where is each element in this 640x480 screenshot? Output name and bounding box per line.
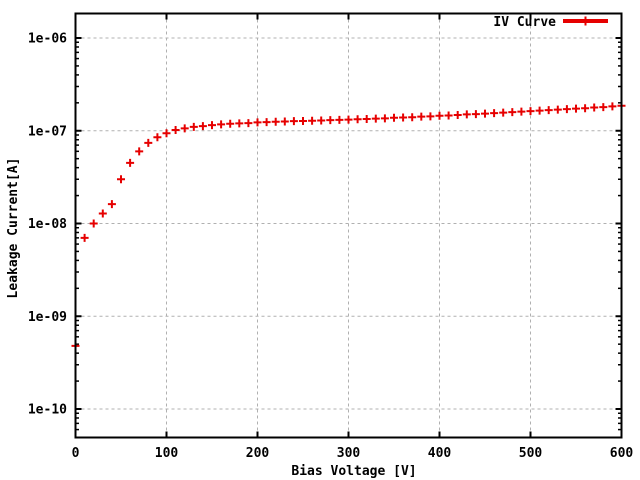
data-point-plus-marker — [289, 117, 298, 126]
legend-label: IV Curve — [493, 15, 556, 30]
x-tick-label: 100 — [155, 446, 179, 461]
x-tick-label: 600 — [610, 446, 634, 461]
data-point-plus-marker — [80, 233, 89, 242]
data-point-plus-marker — [581, 104, 590, 113]
y-tick-label: 1e-08 — [28, 217, 67, 232]
data-point-plus-marker — [180, 124, 189, 133]
plot-border — [74, 12, 623, 439]
data-points-iv-curve — [71, 101, 626, 350]
data-point-plus-marker — [335, 115, 344, 124]
data-point-plus-marker — [517, 107, 526, 116]
grid-lines — [75, 13, 622, 438]
data-point-plus-marker — [444, 111, 453, 120]
data-point-plus-marker — [426, 112, 435, 121]
data-point-plus-marker — [299, 116, 307, 125]
x-tick-label: 0 — [72, 446, 80, 461]
data-point-plus-marker — [590, 103, 599, 112]
x-tick-label: 300 — [337, 446, 361, 461]
data-point-plus-marker — [271, 117, 280, 126]
data-point-plus-marker — [317, 116, 326, 125]
data-point-plus-marker — [408, 113, 417, 122]
data-point-plus-marker — [453, 110, 462, 119]
data-point-plus-marker — [544, 106, 553, 115]
data-point-plus-marker — [326, 116, 335, 125]
data-point-plus-marker — [198, 122, 207, 131]
data-point-plus-marker — [217, 120, 226, 129]
data-point-plus-marker — [189, 122, 198, 131]
data-point-plus-marker — [98, 209, 107, 218]
y-axis-title: Leakage Current[A] — [6, 158, 21, 299]
data-point-plus-marker — [162, 129, 171, 138]
data-point-plus-marker — [344, 115, 353, 124]
y-tick-label: 1e-06 — [28, 32, 67, 47]
data-point-plus-marker — [499, 108, 508, 117]
x-tick-label: 200 — [246, 446, 270, 461]
data-point-plus-marker — [435, 111, 444, 120]
data-point-plus-marker — [135, 147, 144, 156]
data-point-plus-marker — [117, 175, 125, 184]
legend: IV Curve — [493, 15, 608, 30]
data-point-plus-marker — [399, 113, 408, 122]
data-point-plus-marker — [244, 119, 253, 128]
data-point-plus-marker — [126, 158, 135, 167]
data-point-plus-marker — [508, 108, 517, 117]
data-point-plus-marker — [144, 138, 153, 147]
data-point-plus-marker — [280, 117, 289, 126]
data-point-plus-marker — [526, 107, 535, 116]
data-point-plus-marker — [481, 109, 489, 118]
data-point-plus-marker — [608, 102, 617, 111]
data-point-plus-marker — [599, 103, 608, 112]
x-axis-title: Bias Voltage [V] — [291, 464, 416, 479]
data-point-plus-marker — [562, 105, 571, 114]
x-tick-labels: 0 100 200 300 400 500 600 — [72, 446, 634, 461]
data-point-plus-marker — [417, 112, 426, 121]
data-point-plus-marker — [107, 200, 116, 209]
data-point-plus-marker — [535, 106, 544, 115]
data-point-plus-marker — [462, 110, 471, 119]
data-point-plus-marker — [353, 115, 362, 124]
y-tick-label: 1e-09 — [28, 310, 67, 325]
data-point-plus-marker — [153, 133, 162, 142]
legend-plus-marker-icon — [581, 16, 590, 26]
data-point-plus-marker — [471, 110, 480, 119]
data-point-plus-marker — [226, 119, 235, 128]
data-point-plus-marker — [171, 125, 180, 134]
data-point-plus-marker — [572, 104, 580, 113]
data-point-plus-marker — [490, 109, 499, 118]
data-point-plus-marker — [253, 118, 262, 127]
x-tick-label: 500 — [519, 446, 543, 461]
data-point-plus-marker — [362, 114, 371, 123]
data-point-plus-marker — [553, 105, 562, 114]
data-point-plus-marker — [380, 114, 389, 123]
data-point-plus-marker — [262, 118, 271, 127]
data-point-plus-marker — [390, 113, 398, 122]
y-tick-label: 1e-10 — [28, 403, 67, 418]
y-tick-label: 1e-07 — [28, 124, 67, 139]
data-point-plus-marker — [371, 114, 380, 123]
y-tick-labels: 1e-10 1e-09 1e-08 1e-07 1e-06 — [28, 32, 67, 418]
data-point-plus-marker — [208, 121, 216, 130]
data-point-plus-marker — [235, 119, 244, 128]
x-tick-label: 400 — [428, 446, 452, 461]
data-point-plus-marker — [89, 219, 98, 228]
data-point-plus-marker — [308, 116, 317, 125]
